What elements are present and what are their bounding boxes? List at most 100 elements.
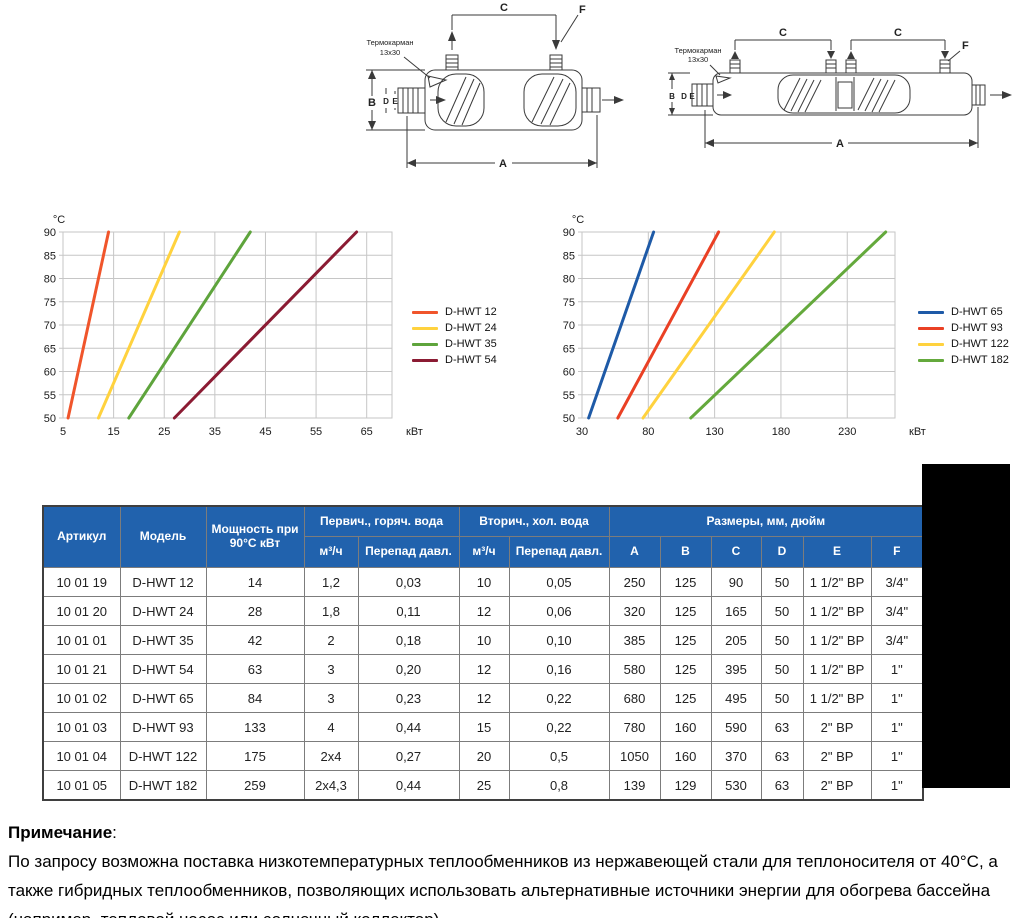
table-cell: 0,44 [357,712,460,742]
table-cell: 0,16 [508,654,610,684]
svg-text:13х30: 13х30 [380,48,400,57]
performance-chart-dhwt-12-54: 5 15 25 35 45 55 65 50 55 60 65 70 75 80 85 90°С кВт [44,214,423,438]
svg-text:130: 130 [705,426,723,438]
table-cell: 90 [710,567,762,597]
svg-text:85: 85 [44,250,56,262]
outlet-port [971,84,986,106]
table-cell: D-HWT 182 [119,770,207,801]
svg-text:F: F [962,40,969,52]
inlet-port [691,83,714,107]
svg-text:E: E [689,92,695,101]
table-cell: 175 [205,741,305,771]
legend-item: D-HWT 54 [412,354,497,366]
table-cell: 320 [608,596,661,626]
note-section: Примечание: По запросу возможна поставка… [8,818,1018,918]
table-cell: D-HWT 122 [119,741,207,771]
svg-text:C: C [779,27,787,39]
col-header-flow-primary: м³/ч [303,536,359,568]
col-header-flow-secondary: м³/ч [458,536,510,568]
table-cell: D-HWT 35 [119,625,207,655]
table-cell: 1 1/2" ВР [802,596,872,626]
table-cell: 0,18 [357,625,460,655]
vessel-body [712,72,973,116]
svg-text:D: D [383,97,389,106]
table-row: 10 01 02 D-HWT 65 84 3 0,23 12 0,22 680 … [42,683,924,713]
svg-text:90: 90 [44,227,56,239]
table-cell: 370 [710,741,762,771]
performance-chart-dhwt-65-182: 30 80 130 180 230 50 55 60 65 70 75 80 85 90°С кВт [563,214,926,438]
table-cell: 4 [303,712,359,742]
table-cell: 395 [710,654,762,684]
legend-swatch [918,326,944,330]
table-cell: 12 [458,654,510,684]
svg-text:75: 75 [44,297,56,309]
note-heading: Примечание [8,823,113,842]
table-cell: 42 [205,625,305,655]
group-header-primary: Первич., горяч. вода [303,505,460,537]
table-cell: 10 01 04 [42,741,121,771]
table-cell: 0,22 [508,712,610,742]
dim-e: E [689,92,695,101]
svg-text:F: F [579,4,586,16]
legend-item: D-HWT 12 [412,306,497,318]
table-cell: 10 01 02 [42,683,121,713]
table-cell: 3 [303,654,359,684]
outlet-flow-arrow-icon [990,91,1012,99]
table-cell: 10 [458,567,510,597]
table-cell: 50 [760,683,804,713]
table-cell: 2x4,3 [303,770,359,801]
table-cell: 3/4" [870,567,924,597]
legend-swatch [918,342,944,346]
table-cell: 1,8 [303,596,359,626]
table-header: Артикул Модель Мощность при 90°С кВт Пер… [42,505,924,568]
table-cell: 15 [458,712,510,742]
dimension-drawing-single-coil: C F Термокарман 13х30 [366,2,624,170]
table-cell: 0,03 [357,567,460,597]
svg-text:C: C [894,27,902,39]
legend-swatch [412,358,438,362]
legend-label: D-HWT 182 [951,354,1009,366]
table-cell: 14 [205,567,305,597]
svg-text:B: B [669,92,675,101]
table-cell: 10 01 21 [42,654,121,684]
table-cell: 1 1/2" ВР [802,625,872,655]
legend-label: D-HWT 65 [951,306,1003,318]
table-cell: 12 [458,596,510,626]
legend-label: D-HWT 24 [445,322,497,334]
table-cell: 2" ВР [802,741,872,771]
table-row: 10 01 04 D-HWT 122 175 2x4 0,27 20 0,5 1… [42,741,924,771]
table-cell: 590 [710,712,762,742]
table-cell: 385 [608,625,661,655]
table-cell: 1" [870,741,924,771]
svg-text:°С: °С [53,214,65,226]
dim-f: F [560,4,586,43]
table-cell: 1,2 [303,567,359,597]
table-cell: 1050 [608,741,661,771]
svg-text:C: C [500,2,508,14]
svg-text:80: 80 [44,274,56,286]
table-cell: 0,06 [508,596,610,626]
svg-text:65: 65 [44,343,56,355]
table-cell: 160 [659,712,712,742]
svg-text:65: 65 [361,426,373,438]
svg-text:180: 180 [772,426,790,438]
svg-text:60: 60 [44,367,56,379]
note-colon: : [112,823,117,842]
group-header-secondary: Вторич., хол. вода [458,505,610,537]
table-cell: 10 01 20 [42,596,121,626]
legend-item: D-HWT 182 [918,354,1009,366]
dimension-drawing-double-coil: C C F Термокарман 13х30 [668,27,1012,150]
table-row: 10 01 19 D-HWT 12 14 1,2 0,03 10 0,05 25… [42,567,924,597]
table-cell: 10 01 05 [42,770,121,801]
svg-text:Термокарман: Термокарман [674,46,721,55]
table-cell: 530 [710,770,762,801]
legend-swatch [918,310,944,314]
legend-label: D-HWT 35 [445,338,497,350]
col-header-dim-f: F [870,536,924,568]
table-row: 10 01 01 D-HWT 35 42 2 0,18 10 0,10 385 … [42,625,924,655]
table-cell: 50 [760,625,804,655]
dim-c: C [448,2,560,50]
table-cell: D-HWT 12 [119,567,207,597]
table-cell: D-HWT 24 [119,596,207,626]
table-cell: 780 [608,712,661,742]
